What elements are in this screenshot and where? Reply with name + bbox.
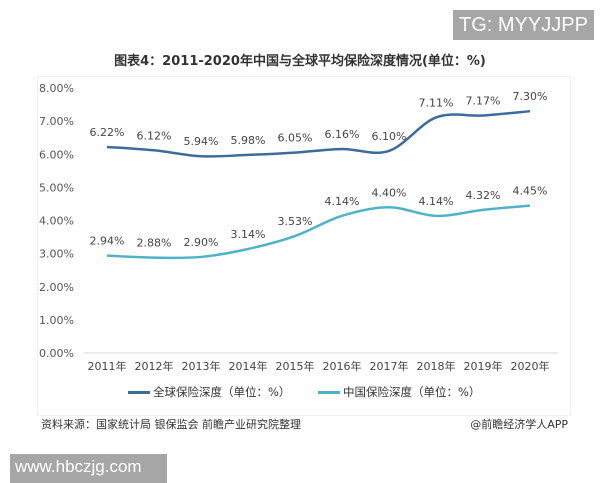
data-label: 4.45% <box>513 185 548 198</box>
data-label: 7.17% <box>466 94 501 107</box>
watermark-top: TG: MYYJJPP <box>453 10 594 40</box>
legend-swatch-global <box>128 390 150 394</box>
y-tick-label: 4.00% <box>39 215 74 228</box>
y-tick-label: 0.00% <box>39 347 74 360</box>
y-tick-label: 6.00% <box>39 148 74 161</box>
watermark-bottom: www.hbczjg.com <box>10 454 167 483</box>
series-line-1 <box>106 204 531 260</box>
data-label: 3.14% <box>231 228 266 241</box>
data-label: 7.30% <box>513 90 548 103</box>
data-label: 6.22% <box>90 126 125 139</box>
chart-frame <box>37 76 571 416</box>
data-label: 5.98% <box>231 134 266 147</box>
data-label: 4.32% <box>466 189 501 202</box>
data-label: 4.14% <box>419 195 454 208</box>
data-label: 6.16% <box>325 128 360 141</box>
x-tick-label: 2019年 <box>464 359 503 373</box>
y-tick-label: 8.00% <box>39 82 74 95</box>
x-tick-label: 2015年 <box>276 359 315 373</box>
data-label: 2.94% <box>90 235 125 248</box>
y-tick-label: 3.00% <box>39 248 74 261</box>
y-tick-label: 2.00% <box>39 281 74 294</box>
x-tick-label: 2016年 <box>323 359 362 373</box>
legend-swatch-china <box>318 390 340 394</box>
brand-credit: @前瞻经济学人APP <box>470 418 568 431</box>
data-label: 6.10% <box>372 130 407 143</box>
x-tick-label: 2012年 <box>135 359 174 373</box>
x-tick-label: 2020年 <box>511 359 550 373</box>
data-label: 5.94% <box>184 135 219 148</box>
y-tick-label: 5.00% <box>39 181 74 194</box>
data-label: 4.40% <box>372 186 407 199</box>
data-label: 7.11% <box>419 96 454 109</box>
source-note: 资料来源：国家统计局 银保监会 前瞻产业研究院整理 <box>41 418 301 431</box>
data-label: 4.14% <box>325 195 360 208</box>
x-tick-label: 2014年 <box>229 359 268 373</box>
legend-item-china: 中国保险深度（单位：%） <box>318 384 480 400</box>
data-label: 3.53% <box>278 215 313 228</box>
legend-label-china: 中国保险深度（单位：%） <box>343 385 481 399</box>
y-tick-label: 7.00% <box>39 115 74 128</box>
data-label: 2.90% <box>184 236 219 249</box>
x-tick-label: 2017年 <box>370 359 409 373</box>
data-label: 6.05% <box>278 132 313 145</box>
legend-label-global: 全球保险深度（单位：%） <box>153 385 291 399</box>
y-tick-label: 1.00% <box>39 314 74 327</box>
x-tick-label: 2011年 <box>88 359 127 373</box>
legend-item-global: 全球保险深度（单位：%） <box>128 384 290 400</box>
x-tick-label: 2018年 <box>417 359 456 373</box>
data-label: 2.88% <box>137 237 172 250</box>
data-label: 6.12% <box>137 129 172 142</box>
x-tick-label: 2013年 <box>182 359 221 373</box>
series-line-0 <box>106 109 531 158</box>
chart-title: 图表4：2011-2020年中国与全球平均保险深度情况(单位：%) <box>114 54 486 69</box>
